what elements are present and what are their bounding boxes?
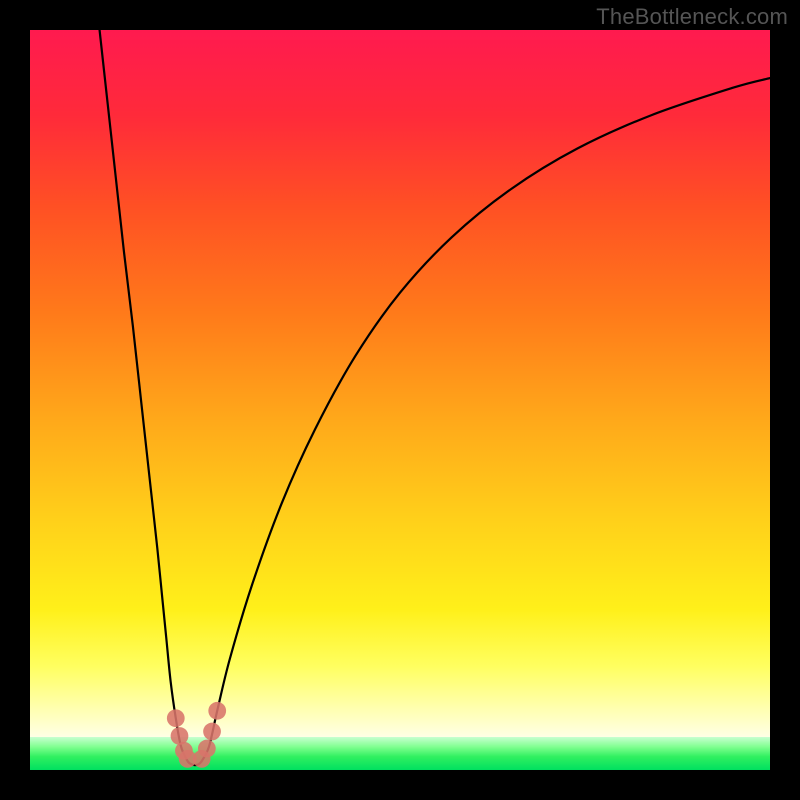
figure-outer: TheBottleneck.com — [0, 0, 800, 800]
valley-marker — [208, 702, 226, 720]
curve-layer — [30, 30, 770, 770]
valley-marker — [198, 740, 216, 758]
valley-marker — [167, 709, 185, 727]
bottleneck-curve — [100, 30, 770, 765]
valley-marker — [203, 723, 221, 741]
plot-area — [30, 30, 770, 770]
valley-markers — [167, 702, 226, 768]
watermark-text: TheBottleneck.com — [596, 4, 788, 30]
